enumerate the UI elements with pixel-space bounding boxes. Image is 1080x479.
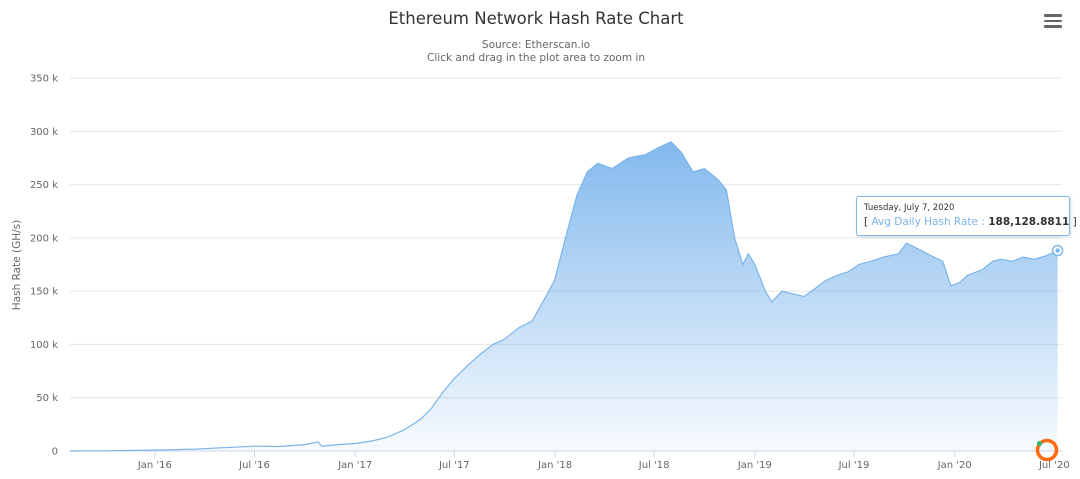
y-tick-label: 350 k [30,74,58,85]
x-tick-label: Jan '17 [337,460,372,471]
hovered-data-point-center [1055,248,1060,253]
x-tick-label: Jul '19 [838,460,870,471]
chart-subtitle-zoom-hint: Click and drag in the plot area to zoom … [427,52,645,64]
x-tick-label: Jan '18 [537,460,572,471]
x-tick-label: Jul '18 [638,460,670,471]
x-tick-label: Jul '17 [438,460,470,471]
loading-spinner-icon [1035,438,1059,462]
y-tick-label: 250 k [30,180,58,191]
tooltip: Tuesday, July 7, 2020 [ Avg Daily Hash R… [856,196,1077,236]
tooltip-separator: : [981,216,985,228]
tooltip-open-bracket: [ [864,216,869,228]
chart-title: Ethereum Network Hash Rate Chart [388,9,684,28]
hamburger-menu-icon[interactable] [1044,14,1062,28]
x-tick-label: Jan '19 [737,460,772,471]
y-tick-label: 50 k [36,393,58,404]
tooltip-close-bracket: ] [1072,216,1077,228]
y-tick-label: 300 k [30,127,58,138]
tooltip-date: Tuesday, July 7, 2020 [864,203,955,213]
y-tick-label: 0 [52,447,58,458]
x-tick-label: Jan '16 [137,460,172,471]
y-tick-label: 200 k [30,233,58,244]
tooltip-value: 188,128.8811 [988,216,1070,228]
series-line [69,141,1058,452]
x-tick-label: Jan '20 [937,460,972,471]
x-tick-label: Jul '16 [238,460,270,471]
y-axis-label: Hash Rate (GH/s) [11,220,23,310]
y-tick-label: 150 k [30,287,58,298]
tooltip-series-name: Avg Daily Hash Rate [871,216,979,228]
series-area [70,141,1058,451]
tooltip-line: [ Avg Daily Hash Rate : 188,128.8811 ] [864,216,1077,228]
y-tick-label: 100 k [30,340,58,351]
chart-subtitle-source: Source: Etherscan.io [481,39,591,51]
x-tick-label: Jul '20 [1038,460,1070,471]
